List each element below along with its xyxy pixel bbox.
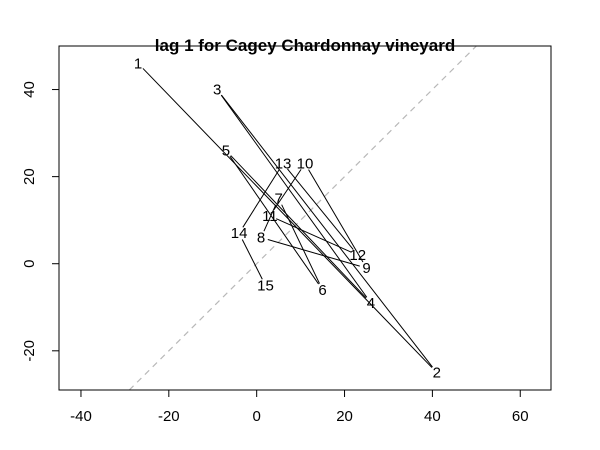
point-label-4: 4	[367, 295, 375, 312]
x-tick-label: 20	[336, 408, 353, 425]
segment-5-6	[229, 155, 319, 285]
segment-14-15	[241, 239, 263, 280]
point-label-7: 7	[274, 190, 282, 207]
segment-1-2	[142, 68, 433, 368]
segments-group	[142, 68, 433, 368]
segment-9-10	[308, 169, 364, 263]
point-label-12: 12	[349, 247, 366, 264]
segment-3-4	[220, 94, 368, 298]
y-tick-label: 0	[21, 260, 38, 268]
segment-11-12	[276, 218, 352, 253]
y-axis: -20 0 20 40	[21, 81, 60, 362]
segment-4-5	[230, 155, 367, 299]
segment-12-13	[287, 168, 354, 250]
y-tick-label: -20	[21, 340, 38, 362]
segment-2-3	[221, 94, 433, 368]
x-tick-label: 0	[253, 408, 261, 425]
point-label-14: 14	[231, 225, 248, 242]
segment-10-11	[273, 169, 302, 211]
point-label-5: 5	[222, 143, 230, 160]
point-label-2: 2	[433, 365, 441, 382]
point-label-10: 10	[297, 156, 314, 173]
segment-6-7	[281, 204, 320, 284]
x-tick-label: -20	[158, 408, 180, 425]
reference-line-group	[128, 45, 477, 391]
point-label-15: 15	[257, 277, 274, 294]
point-label-8: 8	[257, 230, 265, 247]
x-tick-label: 60	[512, 408, 529, 425]
y-tick-label: 20	[21, 168, 38, 185]
point-label-3: 3	[213, 82, 221, 99]
reference-diagonal-line	[128, 45, 477, 391]
segment-8-9	[267, 239, 360, 267]
y-tick-label: 40	[21, 81, 38, 98]
point-label-11: 11	[262, 208, 278, 225]
x-axis: -40 -20 0 20 40 60	[70, 389, 529, 425]
point-label-1: 1	[134, 55, 142, 72]
point-label-9: 9	[362, 260, 370, 277]
chart-title: lag 1 for Cagey Chardonnay vineyard	[155, 36, 455, 55]
x-tick-label: -40	[70, 408, 92, 425]
point-label-13: 13	[275, 156, 292, 173]
segment-13-14	[242, 169, 280, 228]
point-label-6: 6	[318, 282, 326, 299]
x-tick-label: 40	[424, 408, 441, 425]
